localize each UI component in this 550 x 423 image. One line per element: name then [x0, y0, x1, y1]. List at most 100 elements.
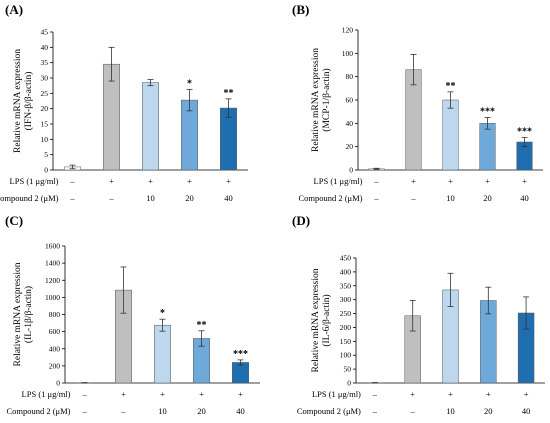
lps-row-label: LPS (1 μg/ml) — [314, 176, 363, 186]
lps-value: + — [522, 176, 527, 186]
lps-value: + — [160, 389, 165, 399]
y-tick-label: 40 — [41, 43, 49, 52]
panel-label: (A) — [5, 2, 23, 17]
significance-mark: *** — [480, 107, 495, 118]
panel-d: (D) 0 50 100 150 200 250 300 350 400 450 Relative m… — [292, 213, 545, 416]
compound-value: – — [373, 193, 379, 203]
compound-value: – — [81, 406, 87, 416]
y-axis-label: (IFN-β/β-actin) — [23, 72, 34, 131]
compound-value: 20 — [185, 193, 194, 203]
compound-value: 10 — [446, 193, 455, 203]
compound-value: 10 — [158, 406, 167, 416]
compound-value: – — [69, 193, 75, 203]
lps-value: – — [373, 176, 379, 186]
compound-value: – — [410, 406, 416, 416]
lps-value: + — [187, 176, 192, 186]
y-axis-label: Relative mRNA expression — [13, 49, 23, 153]
compound-value: – — [108, 193, 114, 203]
y-tick-label: 40 — [346, 119, 354, 128]
lps-value: + — [448, 176, 453, 186]
y-axis-label: Relative mRNA expression — [311, 48, 321, 152]
y-tick-label: 250 — [340, 309, 352, 318]
y-axis-label: (IL-1β/β-actin) — [23, 286, 34, 343]
y-tick-label: 0 — [44, 166, 48, 175]
lps-value: – — [372, 389, 378, 399]
significance-mark: *** — [517, 126, 532, 137]
compound-value: – — [410, 193, 416, 203]
compound-row-label: Compound 2 (μM) — [0, 193, 59, 203]
y-tick-label: 400 — [340, 267, 352, 276]
y-tick-label: 60 — [346, 96, 354, 105]
lps-value: + — [226, 176, 231, 186]
y-tick-label: 200 — [49, 361, 61, 370]
y-tick-label: 10 — [41, 135, 49, 144]
significance-mark: * — [187, 78, 192, 89]
compound-value: – — [372, 406, 378, 416]
lps-row-label: LPS (1 μg/ml) — [10, 176, 59, 186]
compound-value: 20 — [197, 406, 206, 416]
panel-label: (C) — [5, 213, 23, 228]
lps-value: + — [121, 389, 126, 399]
y-tick-label: 25 — [41, 89, 49, 98]
y-tick-label: 150 — [340, 337, 352, 346]
y-tick-label: 350 — [340, 281, 352, 290]
compound-value: 40 — [224, 193, 233, 203]
lps-value: + — [410, 389, 415, 399]
compound-row-label: Compound 2 (μM) — [6, 406, 70, 416]
y-tick-label: 450 — [340, 254, 352, 263]
significance-mark: ** — [197, 320, 207, 331]
panel-label: (B) — [292, 2, 309, 17]
bar — [154, 324, 171, 384]
y-tick-label: 35 — [41, 58, 49, 67]
lps-value: + — [411, 176, 416, 186]
significance-mark: ** — [446, 81, 456, 92]
y-tick-label: 1000 — [45, 293, 60, 302]
lps-row-label: LPS (1 μg/ml) — [22, 389, 71, 399]
y-tick-label: 400 — [49, 344, 61, 353]
compound-value: 40 — [236, 406, 245, 416]
lps-value: + — [486, 389, 491, 399]
y-tick-label: 200 — [340, 323, 352, 332]
compound-value: 40 — [520, 193, 529, 203]
y-tick-label: 30 — [41, 74, 49, 83]
y-axis-label: Relative mRNA expression — [13, 262, 23, 366]
y-axis-label: (IL-6/β-actin) — [321, 294, 332, 346]
bar — [479, 123, 496, 171]
y-tick-label: 300 — [340, 295, 352, 304]
y-axis-label: (MCP-1/β-actin) — [321, 68, 332, 131]
y-tick-label: 1600 — [45, 242, 60, 251]
lps-value: – — [81, 389, 87, 399]
bar — [232, 362, 249, 384]
y-tick-label: 20 — [41, 104, 49, 113]
y-tick-label: 80 — [346, 72, 354, 81]
compound-value: 20 — [484, 406, 493, 416]
y-tick-label: 0 — [347, 379, 351, 388]
y-tick-label: 0 — [349, 166, 353, 175]
y-tick-label: 100 — [342, 49, 354, 58]
y-tick-label: 1400 — [45, 259, 60, 268]
compound-value: – — [120, 406, 126, 416]
lps-row-label: LPS (1 μg/ml) — [312, 389, 361, 399]
compound-value: 10 — [146, 193, 155, 203]
y-tick-label: 45 — [41, 28, 49, 37]
significance-mark: * — [160, 308, 165, 319]
panel-c: (C) 0 200 400 600 800 1000 1200 1400 1600 Relative… — [5, 213, 260, 416]
panel-a: (A) 0 5 10 15 20 25 30 35 40 45 Relative mRNA expre… — [0, 2, 248, 203]
y-axis-label: Relative mRNA expression — [311, 268, 321, 372]
lps-value: + — [448, 389, 453, 399]
y-tick-label: 600 — [49, 327, 61, 336]
panel-b: (B) 0 20 40 60 80 100 120 Relative mRNA expressi… — [292, 2, 543, 203]
lps-value: + — [485, 176, 490, 186]
y-tick-label: 50 — [344, 365, 352, 374]
bar — [442, 99, 459, 171]
y-tick-label: 5 — [44, 150, 48, 159]
y-tick-label: 120 — [342, 26, 354, 35]
y-tick-label: 15 — [41, 120, 49, 129]
lps-value: – — [69, 176, 75, 186]
y-tick-label: 100 — [340, 351, 352, 360]
lps-value: + — [524, 389, 529, 399]
compound-value: 40 — [522, 406, 531, 416]
lps-value: + — [199, 389, 204, 399]
lps-value: + — [148, 176, 153, 186]
